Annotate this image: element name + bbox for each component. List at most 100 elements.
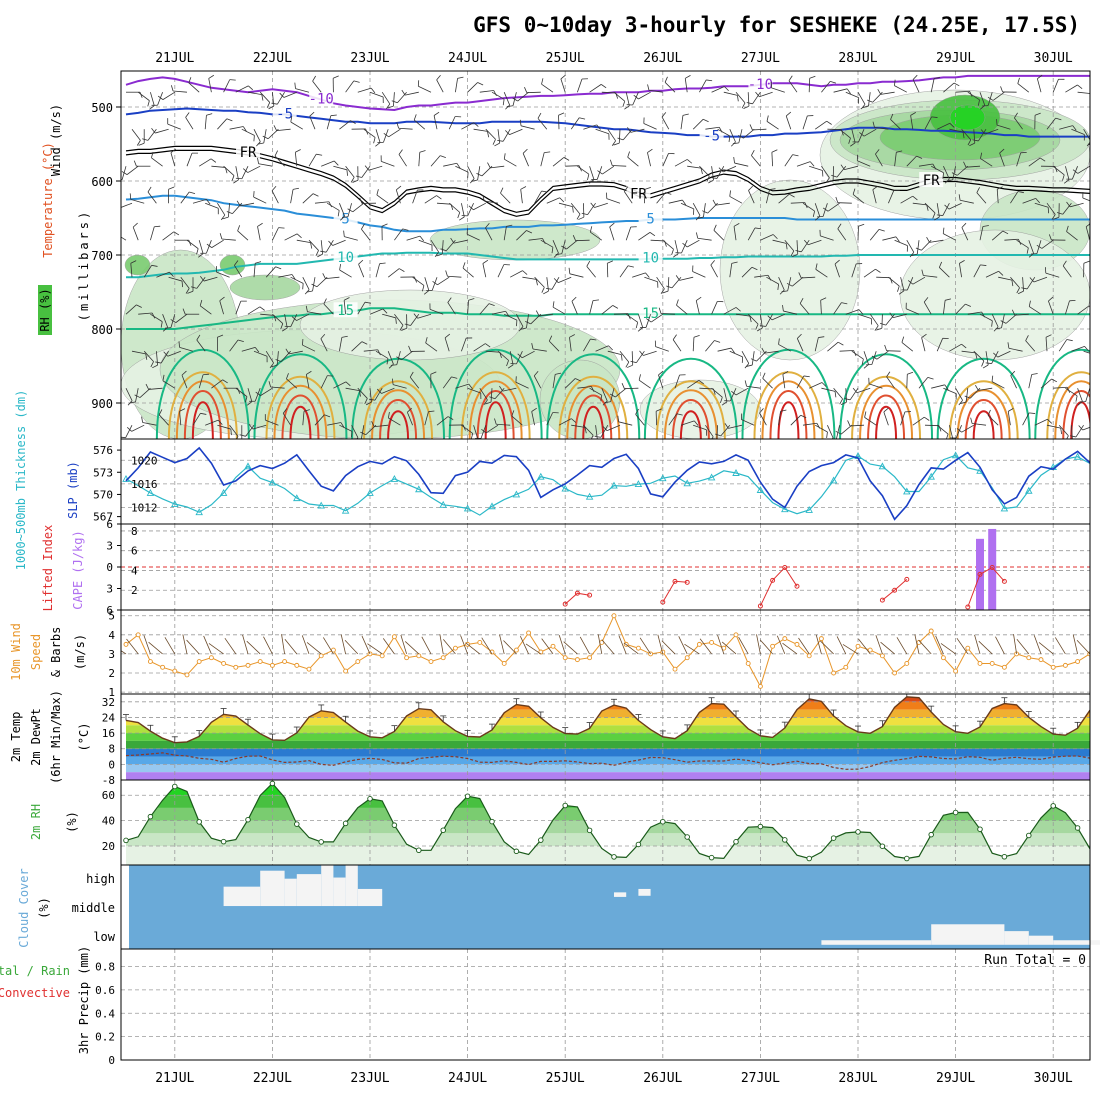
wind-barb-flag: [248, 424, 254, 430]
contour-label-bg: [638, 305, 663, 321]
wind-barb-flag: [1028, 300, 1031, 307]
temperature-contour-arch: [183, 390, 222, 439]
wind-barb: [121, 236, 127, 241]
wind-barb-10m: [914, 634, 920, 654]
wind-barb-flag: [664, 76, 668, 83]
wind-barb-flag: [821, 382, 827, 388]
wind-barb: [674, 374, 680, 389]
wind-barb-flag: [792, 253, 798, 258]
wind-barb-flag: [1077, 84, 1083, 89]
rh-marker: [196, 819, 202, 825]
wind-barb-flag: [875, 268, 881, 273]
wind-barb-flag: [234, 260, 239, 266]
wind-barb-flag: [898, 290, 905, 295]
wind-barb-flag: [385, 103, 391, 110]
temp-color-band: [126, 740, 1090, 749]
temperature-contour-arch: [956, 389, 1011, 439]
wind-barb: [751, 351, 755, 366]
wind-barb-flag: [942, 172, 944, 179]
wind-barb-flag: [645, 272, 650, 278]
wind-barb: [221, 238, 236, 241]
wind-barb-flag: [275, 359, 282, 362]
wind-barb: [778, 344, 791, 352]
cloud-label: Cloud Cover: [17, 868, 31, 947]
wind-barb: [587, 202, 596, 215]
wind-barb: [368, 165, 383, 171]
temperature-contour-arch: [655, 380, 726, 439]
wind-barb: [785, 115, 792, 130]
wind-barb-flag: [809, 75, 816, 79]
wind-barb: [137, 91, 150, 101]
wind-barb: [516, 351, 523, 365]
wind-barb: [686, 380, 700, 389]
wind-barb: [125, 304, 137, 315]
wind-barb: [205, 202, 219, 209]
wind-barb: [552, 374, 556, 389]
wind-barb-flag: [961, 222, 967, 228]
precip-tick-label: 0.2: [95, 1031, 115, 1044]
rh-marker: [806, 855, 812, 862]
thickness-marker: [707, 473, 716, 481]
rh-marker: [830, 835, 837, 841]
wind-barb-flag: [981, 360, 985, 367]
wind-barb-flag: [343, 230, 345, 237]
wind-tick-label: 4: [108, 629, 115, 642]
wind-barb: [282, 413, 291, 426]
wind-barb: [973, 129, 976, 144]
wind-barb: [1022, 198, 1036, 204]
wind-barb-flag: [226, 118, 233, 122]
wind-barb: [135, 388, 139, 403]
wind-barb: [257, 226, 261, 241]
wind-barb-flag: [987, 409, 991, 416]
wind-barb-flag: [993, 352, 998, 358]
wind-barb: [509, 351, 514, 365]
dewpoint-line: [125, 752, 1090, 770]
wind-barb: [540, 239, 554, 248]
wind-barb: [658, 374, 664, 389]
wind-barb-flag: [1017, 191, 1024, 194]
wind-barb-flag: [558, 112, 565, 116]
wind-barb-flag: [597, 170, 603, 175]
wind-barb-flag: [164, 327, 171, 329]
wind-barb: [680, 115, 684, 130]
wind-barb: [424, 277, 430, 291]
wind-barb: [473, 425, 479, 439]
wind-barb: [504, 313, 518, 321]
wind-barb: [869, 229, 880, 241]
wind-barb: [752, 128, 767, 131]
wind-barb: [180, 276, 190, 289]
wind-barb: [624, 191, 633, 204]
wind-barb-flag: [987, 96, 994, 101]
wind-barb: [290, 121, 304, 130]
date-axes: 21JUL21JUL22JUL22JUL23JUL23JUL24JUL24JUL…: [155, 51, 1073, 1086]
wind-barb-flag: [909, 252, 915, 258]
wind-barb: [577, 165, 590, 175]
wind-barb: [520, 189, 523, 204]
wind-barb: [808, 239, 822, 246]
wind-barb: [809, 165, 823, 171]
temperature-contour-arch: [671, 399, 710, 439]
wind-barb-flag: [568, 267, 571, 274]
wind-barb-10m: [661, 640, 676, 655]
wind-barb: [711, 387, 723, 398]
wind-barb-flag: [181, 281, 184, 288]
rh2m-axis-labels: 2m RH (%): [29, 804, 79, 840]
freezing-level-line: [125, 149, 1090, 217]
stab-axis-labels: Lifted Index CAPE (J/kg): [41, 525, 85, 612]
wind-barb: [479, 90, 494, 93]
wind-barb-flag: [462, 262, 466, 269]
wind-speed-marker: [977, 661, 983, 666]
wind-barb-flag: [543, 290, 549, 295]
wind-barb: [283, 91, 297, 98]
wind-barb-flag: [576, 213, 581, 220]
temp-color-band: [126, 696, 1090, 702]
wind-barb-flag: [672, 334, 677, 340]
wind-barb-10m: [842, 644, 859, 655]
wind-barb-flag: [358, 390, 361, 397]
wind-barb: [227, 203, 230, 218]
wind-barb-flag: [571, 296, 577, 302]
wind-barb-flag: [208, 74, 215, 79]
wind-barb-flag: [972, 139, 979, 142]
wind-barb: [1096, 266, 1100, 277]
